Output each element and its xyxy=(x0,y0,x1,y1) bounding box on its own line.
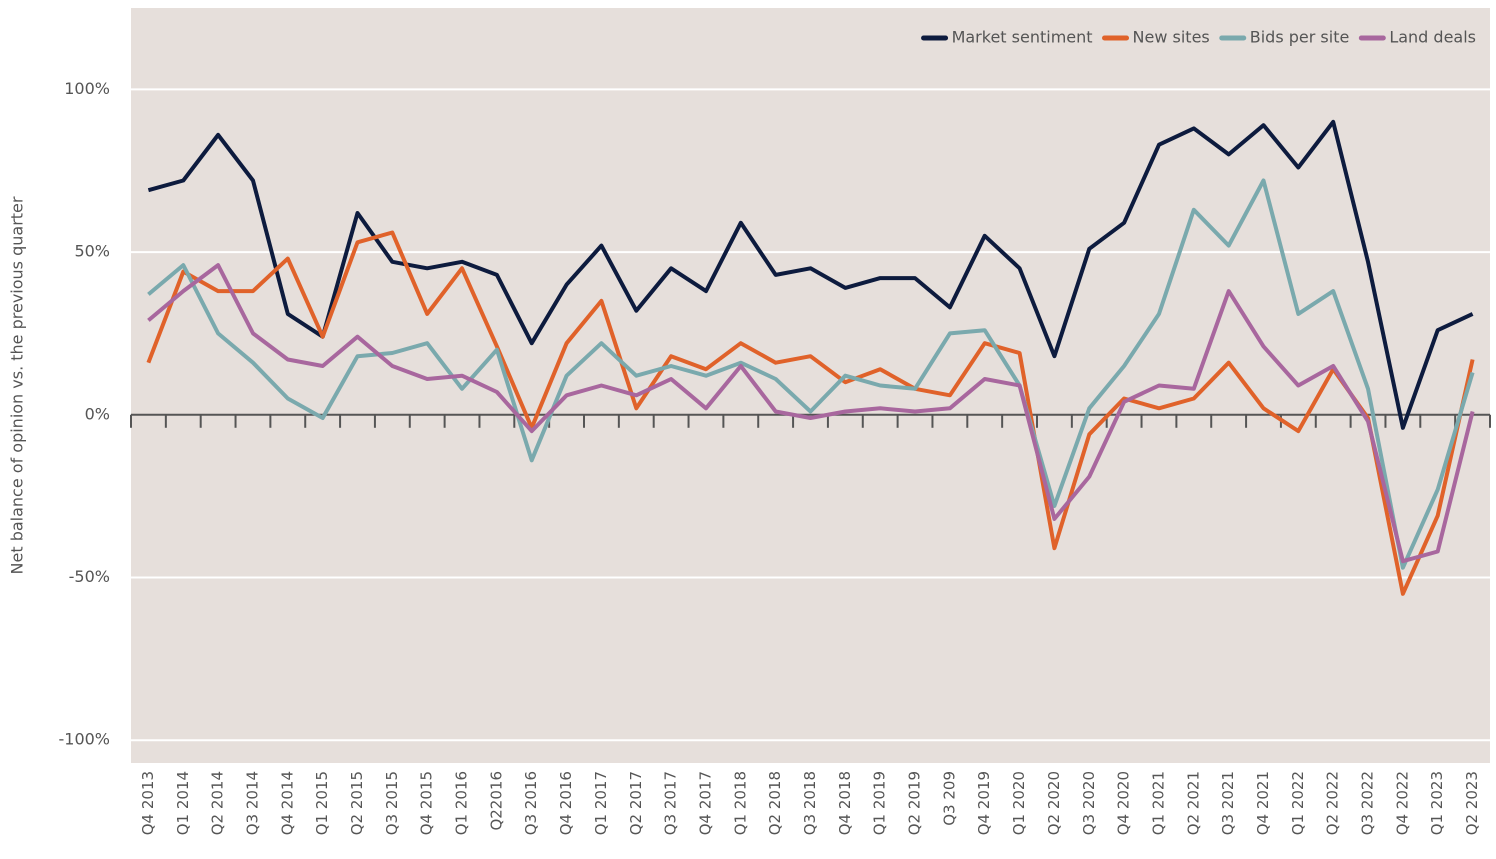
x-tick-label: Q2 2022 xyxy=(1324,771,1342,835)
x-tick-label: Q1 2016 xyxy=(453,771,471,835)
x-tick-label: Q2 2017 xyxy=(627,771,645,835)
x-tick-label: Q3 209 xyxy=(940,771,958,826)
series-line xyxy=(147,178,1475,570)
x-tick-label: Q4 2018 xyxy=(836,771,854,835)
x-tick-label: Q3 2015 xyxy=(383,771,401,835)
x-tick-label: Q2 2020 xyxy=(1045,771,1063,835)
x-tick-label: Q4 2019 xyxy=(975,771,993,835)
x-tick-label: Q4 2017 xyxy=(696,771,714,835)
y-tick-label: 50% xyxy=(74,242,110,261)
x-tick-label: Q4 2014 xyxy=(278,771,296,835)
x-tick-label: Q4 2020 xyxy=(1115,771,1133,835)
series-line xyxy=(146,230,1475,596)
x-tick-label: Q4 2013 xyxy=(139,771,157,835)
x-tick-label: Q4 2021 xyxy=(1254,771,1272,835)
x-tick-label: Q3 2014 xyxy=(243,771,261,835)
x-tick-label: Q3 2020 xyxy=(1080,771,1098,835)
y-tick-label: -50% xyxy=(69,567,110,586)
x-tick-label: Q3 2017 xyxy=(662,771,680,835)
x-tick-label: Q2 2014 xyxy=(209,771,227,835)
legend-label: New sites xyxy=(1133,28,1210,47)
x-tick-label: Q1 2022 xyxy=(1289,771,1307,835)
x-tick-label: Q2 2019 xyxy=(906,771,924,835)
series-line xyxy=(147,119,1474,430)
plot-background xyxy=(131,8,1490,763)
legend-label: Market sentiment xyxy=(952,28,1093,47)
x-tick-label: Q2 2021 xyxy=(1184,771,1202,835)
x-tick-label: Q3 2018 xyxy=(801,771,819,835)
x-tick-label: Q2 2018 xyxy=(766,771,784,835)
series-line xyxy=(147,263,1475,564)
x-tick-label: Q4 2015 xyxy=(418,771,436,835)
x-tick-label: Q1 2017 xyxy=(592,771,610,835)
x-tick-label: Q1 2014 xyxy=(174,771,192,835)
y-tick-label: -100% xyxy=(58,730,110,749)
x-tick-label: Q4 2022 xyxy=(1393,771,1411,835)
x-tick-label: Q1 2018 xyxy=(731,771,749,835)
x-tick-label: Q3 2016 xyxy=(522,771,540,835)
x-tick-label: Q1 2020 xyxy=(1010,771,1028,835)
x-tick-label: Q4 2016 xyxy=(557,771,575,835)
y-tick-label: 100% xyxy=(64,79,110,98)
y-tick-label: 0% xyxy=(85,404,110,423)
x-tick-label: Q3 2022 xyxy=(1359,771,1377,835)
legend-label: Land deals xyxy=(1389,28,1476,47)
x-tick-label: Q2 2015 xyxy=(348,771,366,835)
x-tick-label: Q2 2023 xyxy=(1463,771,1481,835)
x-tick-label: Q1 2015 xyxy=(313,771,331,835)
x-tick-label: Q1 2019 xyxy=(871,771,889,835)
y-axis-title: Net balance of opinion vs. the previous … xyxy=(8,196,27,574)
x-tick-label: Q3 2021 xyxy=(1219,771,1237,835)
x-tick-label: Q22016 xyxy=(487,771,505,831)
legend-label: Bids per site xyxy=(1250,28,1350,47)
x-tick-label: Q1 2023 xyxy=(1428,771,1446,835)
x-tick-label: Q1 2021 xyxy=(1149,771,1167,835)
